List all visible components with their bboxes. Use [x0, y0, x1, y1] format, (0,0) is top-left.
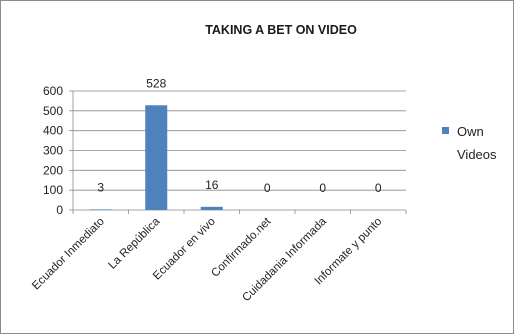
category-label: Ecuador Inmediato [30, 216, 107, 293]
bar [200, 206, 223, 210]
category-label: Confirmado.net [209, 215, 274, 280]
y-tick-label: 500 [43, 104, 63, 118]
y-tick-label: 300 [43, 144, 63, 158]
y-tick-label: 0 [56, 203, 63, 217]
data-label: 3 [97, 180, 104, 194]
category-label: La República [106, 215, 162, 271]
data-label: 16 [205, 178, 219, 192]
data-label: 0 [264, 181, 271, 195]
chart-title: TAKING A BET ON VIDEO [205, 23, 357, 37]
legend-label-line1: Own [457, 124, 484, 139]
y-tick-label: 100 [43, 183, 63, 197]
gridlines [73, 90, 406, 191]
category-label: Ecuador en vivo [151, 216, 218, 283]
data-labels: 3 528 16 0 0 0 [97, 76, 382, 195]
data-label: 0 [375, 181, 382, 195]
y-tick-label: 400 [43, 124, 63, 138]
bar [145, 105, 168, 210]
data-label: 528 [146, 76, 166, 90]
legend: Own Videos [442, 124, 497, 162]
legend-label-line2: Videos [457, 147, 497, 162]
y-tick-label: 600 [43, 84, 63, 98]
y-tick-label: 200 [43, 163, 63, 177]
legend-swatch [442, 127, 449, 134]
bars [89, 105, 223, 210]
bar [89, 209, 112, 210]
data-label: 0 [319, 181, 326, 195]
